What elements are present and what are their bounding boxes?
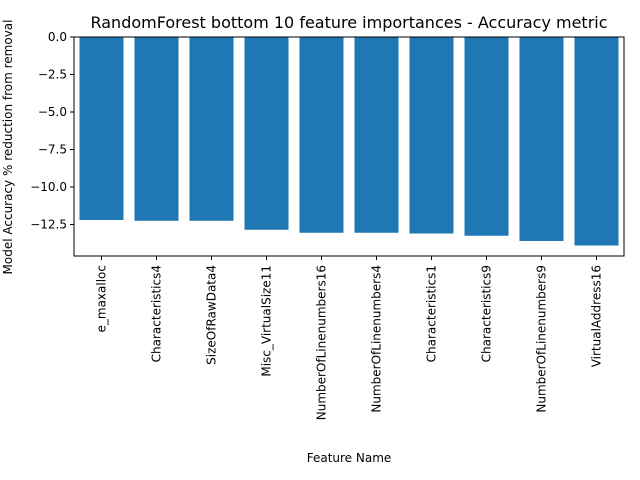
- bar-3: [244, 37, 289, 230]
- x-tick-label-3: Misc_VirtualSize11: [260, 265, 274, 377]
- x-tick-label-9: VirtualAddress16: [590, 265, 604, 367]
- bar-6: [409, 37, 454, 234]
- bar-4: [299, 37, 344, 233]
- y-tick-label-4: −10.0: [30, 180, 67, 194]
- x-tick-label-1: Characteristics4: [150, 265, 164, 362]
- bar-5: [354, 37, 399, 233]
- bar-0: [79, 37, 124, 220]
- chart-title: RandomForest bottom 10 feature importanc…: [90, 13, 607, 32]
- y-tick-label-2: −5.0: [38, 105, 67, 119]
- plot-frame: [73, 36, 625, 257]
- x-tick-label-0: e_maxalloc: [95, 265, 109, 333]
- y-tick-label-1: −2.5: [38, 68, 67, 82]
- x-tick-label-2: SizeOfRawData4: [205, 265, 219, 365]
- bars-group: [79, 37, 619, 246]
- x-tick-label-7: Characteristics9: [480, 265, 494, 362]
- x-tick-label-5: NumberOfLinenumbers4: [370, 265, 384, 413]
- x-tick-label-8: NumberOfLinenumbers9: [535, 265, 549, 413]
- bar-7: [464, 37, 509, 236]
- y-axis-ticks: 0.0 −2.5 −5.0 −7.5 −10.0 −12.5: [30, 30, 74, 232]
- bar-9: [574, 37, 619, 246]
- bar-8: [519, 37, 564, 241]
- y-tick-label-5: −12.5: [30, 218, 67, 232]
- y-tick-label-0: 0.0: [48, 30, 67, 44]
- x-tick-label-4: NumberOfLinenumbers16: [315, 265, 329, 420]
- y-tick-label-3: −7.5: [38, 143, 67, 157]
- bar-1: [134, 37, 179, 221]
- x-axis-ticks: e_maxalloc Characteristics4 SizeOfRawData4…: [95, 256, 604, 420]
- y-axis-label: Model Accuracy % reduction from removal: [1, 20, 15, 275]
- x-tick-label-6: Characteristics1: [425, 265, 439, 362]
- x-axis-label: Feature Name: [307, 451, 392, 465]
- bar-2: [189, 37, 234, 221]
